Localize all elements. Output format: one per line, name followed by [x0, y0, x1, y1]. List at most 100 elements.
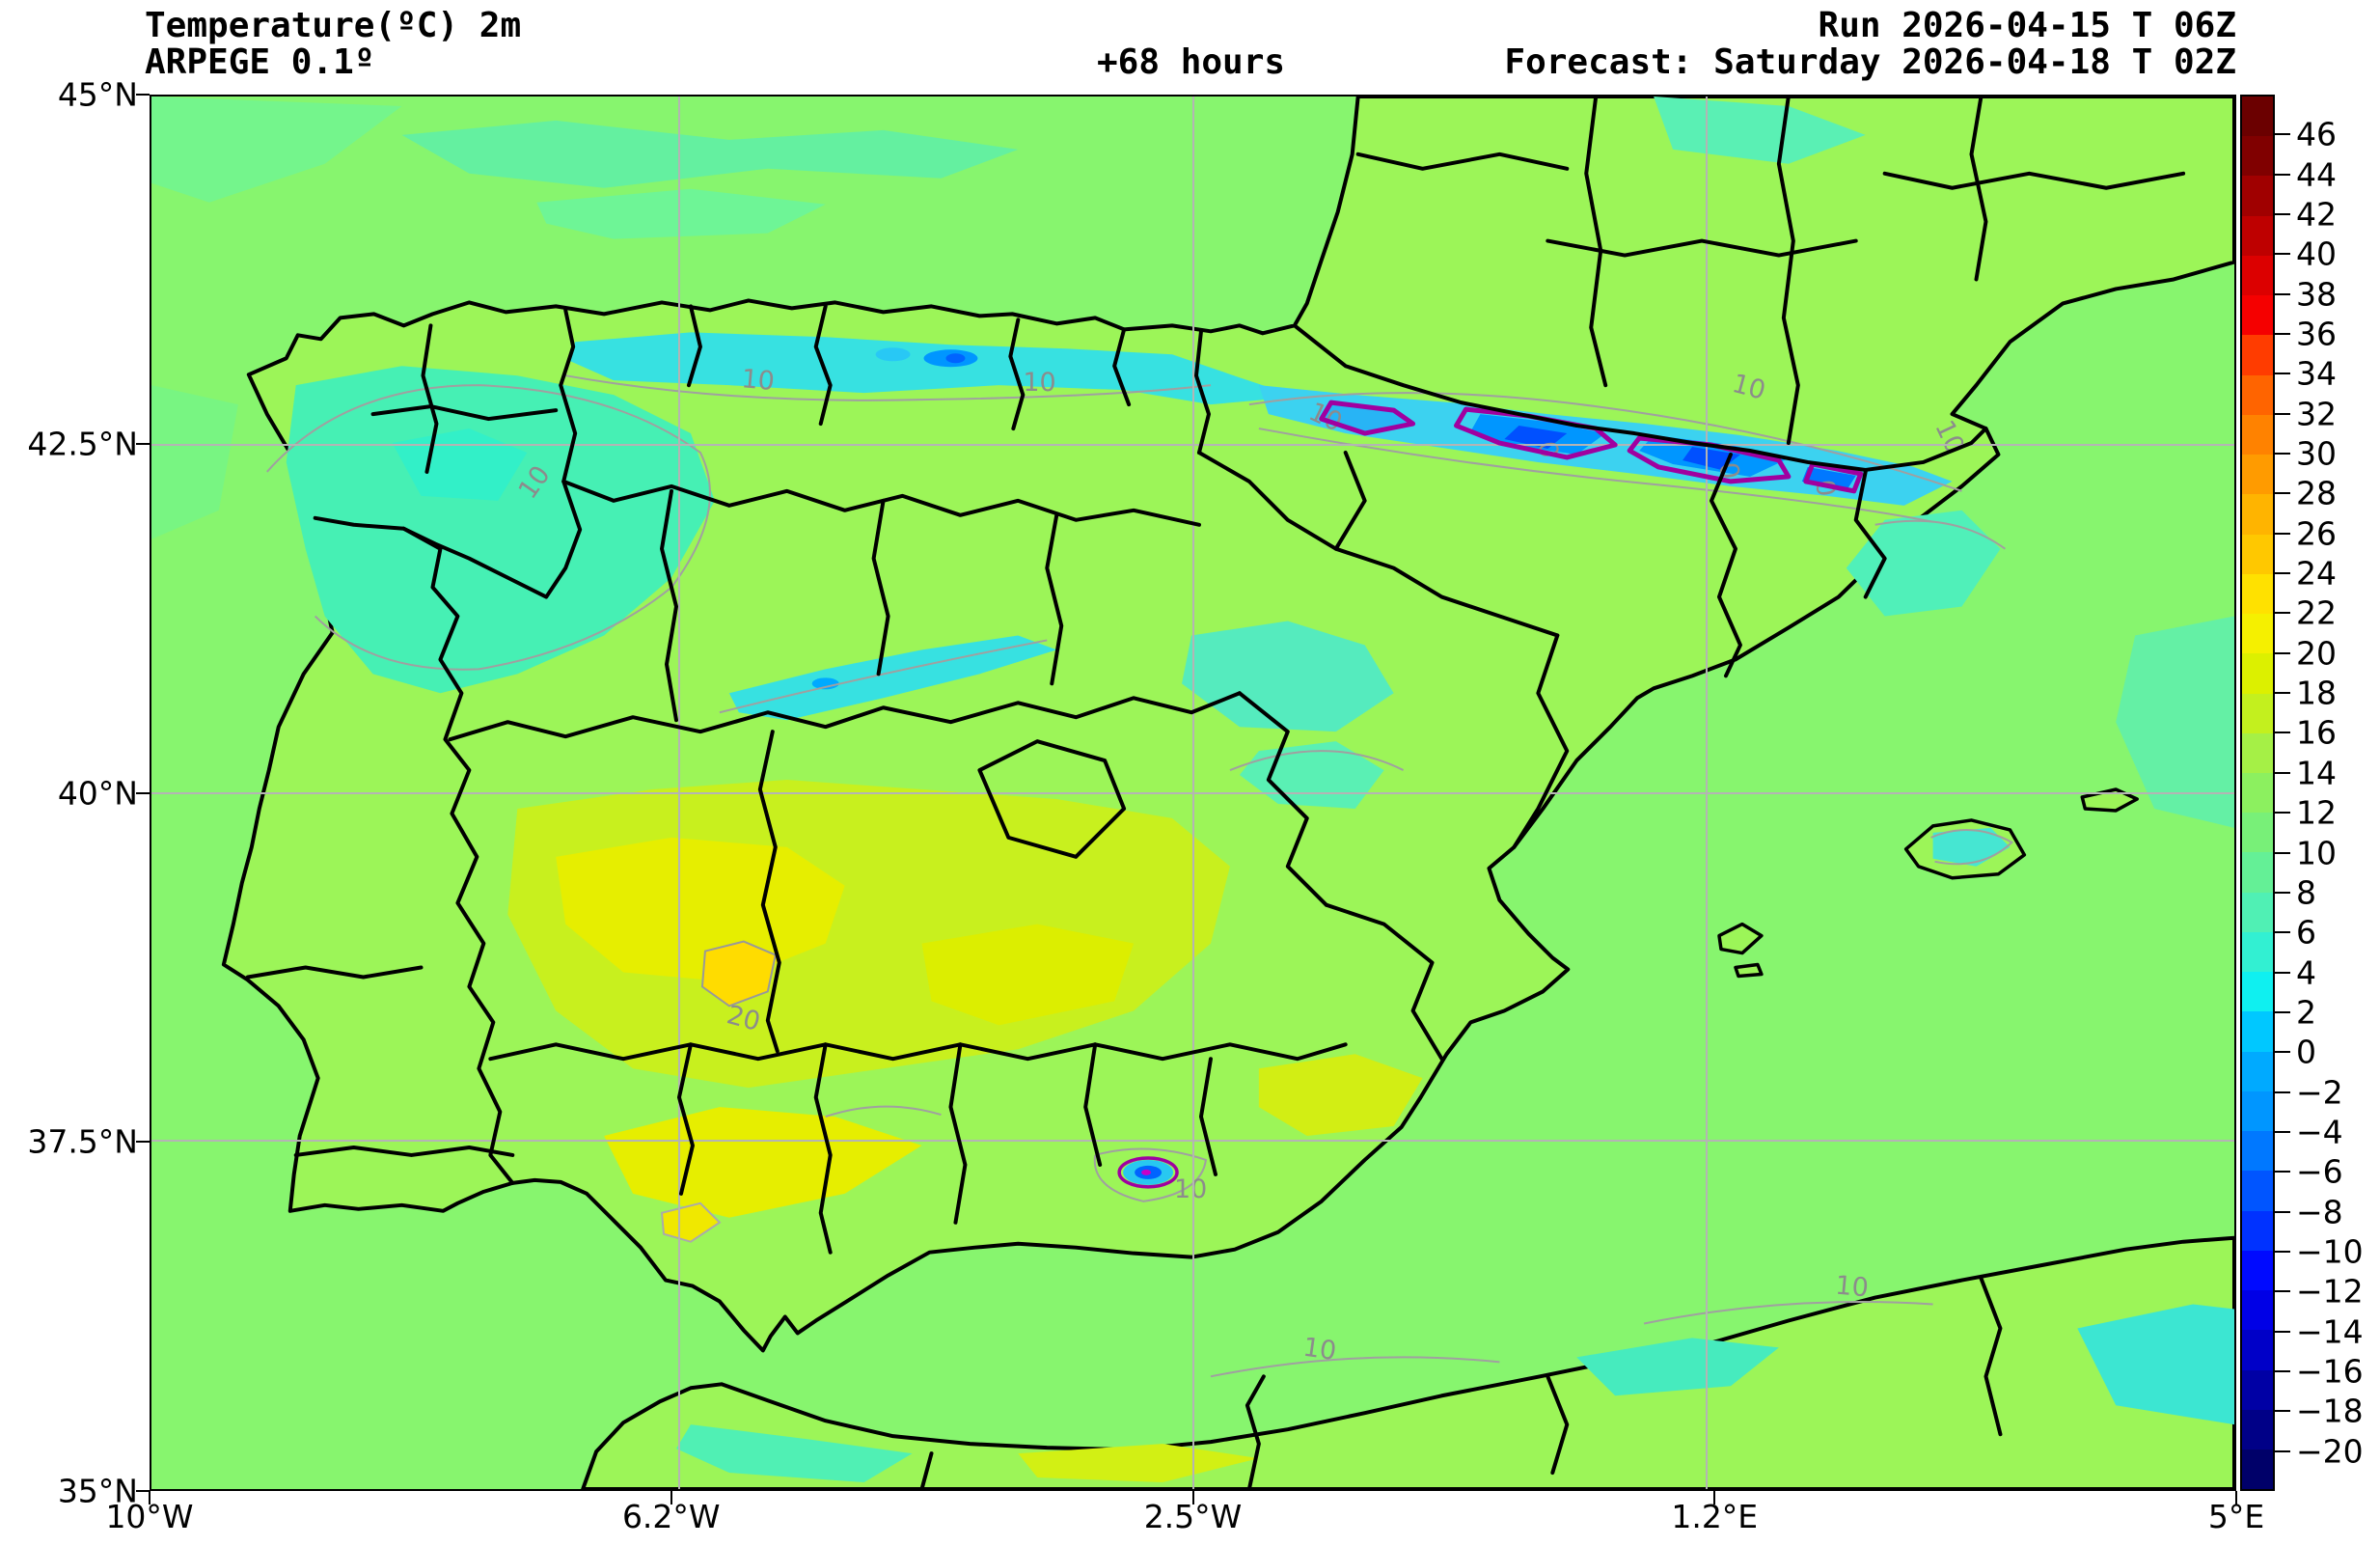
y-tick-label: 40°N	[57, 774, 138, 812]
colorbar-tick-mark	[2273, 532, 2290, 535]
colorbar-tick-label: 22	[2296, 594, 2337, 632]
colorbar-tick-label: 6	[2296, 913, 2316, 952]
colorbar-tick-label: 40	[2296, 235, 2337, 273]
colorbar-tick-mark	[2273, 812, 2290, 814]
colorbar-tick-mark	[2273, 412, 2290, 415]
x-tick-mark	[1191, 1491, 1194, 1505]
colorbar-cell	[2242, 653, 2273, 694]
north-africa-landmass	[581, 1235, 2234, 1489]
colorbar-tick-label: 20	[2296, 634, 2337, 673]
colorbar-tick-label: −8	[2296, 1193, 2343, 1231]
colorbar-cell	[2242, 1210, 2273, 1251]
colorbar-tick-label: −20	[2296, 1432, 2364, 1471]
colorbar-tick-mark	[2273, 732, 2290, 734]
colorbar-tick-mark	[2273, 1090, 2290, 1093]
colorbar-tick-mark	[2273, 572, 2290, 575]
colorbar-cell	[2242, 1250, 2273, 1291]
colorbar-cell	[2242, 176, 2273, 216]
colorbar-tick-label: 36	[2296, 315, 2337, 353]
colorbar-cell	[2242, 1290, 2273, 1331]
map-plot-area: 10 10 10 10 10 10 10 10 10 20 0 0 0	[150, 95, 2236, 1491]
colorbar-tick-label: −6	[2296, 1152, 2343, 1191]
colorbar-tick-mark	[2273, 1369, 2290, 1372]
colorbar-tick-label: 2	[2296, 993, 2316, 1032]
colorbar-cell	[2242, 1369, 2273, 1410]
y-tick-label: 37.5°N	[27, 1122, 138, 1161]
colorbar	[2240, 95, 2275, 1491]
model-name: ARPEGE 0.1º	[145, 42, 375, 82]
colorbar-tick-label: 28	[2296, 474, 2337, 512]
temperature-map: 10 10 10 10 10 10 10 10 10 20 0 0 0	[151, 97, 2234, 1489]
colorbar-tick-label: 44	[2296, 155, 2337, 194]
colorbar-cell	[2242, 693, 2273, 733]
colorbar-tick-mark	[2273, 1330, 2290, 1333]
colorbar-cell	[2242, 1171, 2273, 1211]
y-tick-mark	[136, 94, 150, 96]
y-tick-label: 42.5°N	[27, 425, 138, 463]
svg-text:10: 10	[1023, 368, 1055, 398]
colorbar-tick-mark	[2273, 133, 2290, 136]
colorbar-cell	[2242, 813, 2273, 853]
x-tick-mark	[1713, 1491, 1716, 1505]
colorbar-tick-mark	[2273, 692, 2290, 695]
colorbar-cell	[2242, 534, 2273, 574]
colorbar-tick-mark	[2273, 453, 2290, 456]
colorbar-tick-mark	[2273, 213, 2290, 216]
colorbar-tick-label: −12	[2296, 1272, 2364, 1311]
colorbar-cell	[2242, 295, 2273, 336]
colorbar-cell	[2242, 414, 2273, 456]
colorbar-cell	[2242, 1131, 2273, 1172]
colorbar-cell	[2242, 732, 2273, 773]
colorbar-cell	[2242, 1409, 2273, 1449]
colorbar-tick-label: 18	[2296, 674, 2337, 712]
y-tick-mark	[136, 791, 150, 794]
colorbar-tick-mark	[2273, 1210, 2290, 1213]
colorbar-tick-mark	[2273, 971, 2290, 974]
x-tick-mark	[670, 1491, 672, 1505]
colorbar-tick-mark	[2273, 1410, 2290, 1413]
colorbar-tick-label: 24	[2296, 554, 2337, 593]
colorbar-tick-label: 8	[2296, 873, 2316, 912]
colorbar-tick-label: 4	[2296, 953, 2316, 992]
colorbar-tick-mark	[2273, 373, 2290, 375]
colorbar-tick-mark	[2273, 1250, 2290, 1253]
y-tick-label: 35°N	[57, 1472, 138, 1510]
colorbar-tick-mark	[2273, 1449, 2290, 1452]
x-tick-mark	[149, 1491, 150, 1505]
colorbar-tick-label: 26	[2296, 514, 2337, 553]
colorbar-tick-label: 46	[2296, 115, 2337, 153]
colorbar-tick-mark	[2273, 1051, 2290, 1054]
colorbar-cell	[2242, 772, 2273, 814]
colorbar-cell	[2242, 374, 2273, 415]
colorbar-cell	[2242, 494, 2273, 535]
colorbar-tick-mark	[2273, 1171, 2290, 1173]
svg-text:10: 10	[1174, 1174, 1207, 1204]
colorbar-tick-mark	[2273, 891, 2290, 894]
colorbar-tick-label: −14	[2296, 1312, 2364, 1351]
colorbar-tick-mark	[2273, 173, 2290, 176]
colorbar-tick-mark	[2273, 851, 2290, 854]
colorbar-cell	[2242, 1449, 2273, 1490]
colorbar-tick-label: 12	[2296, 793, 2337, 832]
colorbar-cell	[2242, 335, 2273, 375]
colorbar-tick-label: 16	[2296, 713, 2337, 752]
colorbar-tick-label: 42	[2296, 195, 2337, 234]
colorbar-tick-label: 0	[2296, 1033, 2316, 1071]
colorbar-cell	[2242, 97, 2273, 137]
colorbar-cell	[2242, 136, 2273, 177]
colorbar-tick-label: 32	[2296, 395, 2337, 433]
y-tick-mark	[136, 1490, 150, 1492]
colorbar-cell	[2242, 215, 2273, 256]
colorbar-cell	[2242, 1051, 2273, 1091]
map-title: Temperature(ºC) 2m	[145, 6, 522, 45]
colorbar-tick-label: 14	[2296, 754, 2337, 792]
colorbar-tick-mark	[2273, 651, 2290, 654]
colorbar-tick-label: −18	[2296, 1392, 2364, 1430]
colorbar-tick-mark	[2273, 612, 2290, 615]
colorbar-cell	[2242, 573, 2273, 615]
svg-text:10: 10	[1834, 1271, 1870, 1304]
y-tick-mark	[136, 1141, 150, 1144]
forecast-label: Forecast: Saturday 2026-04-18 T 02Z	[1504, 42, 2236, 82]
colorbar-tick-label: −16	[2296, 1352, 2364, 1391]
